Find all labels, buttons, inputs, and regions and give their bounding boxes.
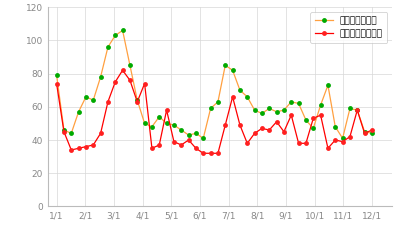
ディズニーシー [62, 129, 66, 132]
ディズニーランド [120, 69, 125, 72]
ディズニーランド [113, 80, 118, 83]
ディズニーランド [157, 144, 162, 146]
ディズニーシー [370, 132, 374, 135]
ディズニーシー [91, 99, 96, 102]
ディズニーランド [370, 129, 374, 132]
ディズニーシー [164, 122, 169, 125]
ディズニーランド [186, 138, 191, 141]
ディズニーランド [274, 120, 279, 123]
ディズニーシー [69, 132, 74, 135]
ディズニーシー [326, 84, 330, 87]
ディズニーシー [201, 137, 206, 140]
ディズニーシー [142, 122, 147, 125]
ディズニーランド [252, 132, 257, 135]
ディズニーランド [216, 152, 220, 155]
ディズニーシー [194, 132, 198, 135]
ディズニーランド [201, 152, 206, 155]
ディズニーシー [267, 107, 272, 110]
ディズニーシー [106, 46, 110, 48]
ディズニーシー [76, 110, 81, 113]
ディズニーランド [98, 132, 103, 135]
ディズニーランド [128, 79, 132, 82]
ディズニーシー [296, 102, 301, 105]
ディズニーランド [172, 140, 176, 143]
ディズニーシー [54, 74, 59, 77]
ディズニーランド [260, 127, 264, 130]
ディズニーランド [223, 124, 228, 126]
ディズニーシー [348, 107, 352, 110]
ディズニーシー [150, 125, 154, 128]
ディズニーランド [84, 145, 88, 148]
ディズニーシー [333, 125, 338, 128]
ディズニーランド [179, 144, 184, 146]
ディズニーシー [282, 109, 286, 112]
ディズニーシー [216, 100, 220, 103]
ディズニーシー [340, 137, 345, 140]
ディズニーシー [355, 109, 360, 112]
ディズニーシー [318, 104, 323, 107]
ディズニーランド [282, 130, 286, 133]
ディズニーランド [333, 138, 338, 141]
ディズニーシー [362, 130, 367, 133]
ディズニーランド [91, 144, 96, 146]
ディズニーランド [362, 132, 367, 135]
ディズニーシー [113, 34, 118, 37]
ディズニーランド [135, 100, 140, 103]
ディズニーシー [274, 110, 279, 113]
ディズニーランド [54, 82, 59, 85]
ディズニーランド [311, 117, 316, 120]
Legend: ディズニーシー, ディズニーランド: ディズニーシー, ディズニーランド [310, 12, 388, 43]
ディズニーシー [311, 127, 316, 130]
ディズニーシー [120, 29, 125, 32]
ディズニーシー [289, 100, 294, 103]
ディズニーランド [238, 124, 242, 126]
ディズニーシー [135, 99, 140, 102]
ディズニーシー [157, 115, 162, 118]
ディズニーシー [172, 124, 176, 126]
ディズニーシー [223, 64, 228, 67]
ディズニーランド [348, 135, 352, 138]
ディズニーランド [208, 152, 213, 155]
ディズニーランド [318, 114, 323, 117]
ディズニーシー [238, 89, 242, 92]
ディズニーランド [296, 142, 301, 145]
ディズニーシー [128, 64, 132, 67]
ディズニーシー [245, 95, 250, 98]
ディズニーランド [194, 147, 198, 150]
ディズニーランド [355, 109, 360, 112]
ディズニーシー [230, 69, 235, 72]
ディズニーランド [164, 109, 169, 112]
ディズニーシー [186, 134, 191, 137]
ディズニーシー [304, 119, 308, 121]
ディズニーランド [245, 142, 250, 145]
ディズニーランド [69, 149, 74, 151]
ディズニーランド [76, 147, 81, 150]
ディズニーランド [267, 129, 272, 132]
ディズニーシー [84, 95, 88, 98]
Line: ディズニーシー: ディズニーシー [54, 28, 374, 141]
ディズニーシー [179, 129, 184, 132]
ディズニーシー [98, 76, 103, 78]
ディズニーランド [230, 95, 235, 98]
ディズニーシー [252, 109, 257, 112]
ディズニーランド [340, 140, 345, 143]
ディズニーランド [326, 147, 330, 150]
ディズニーランド [289, 114, 294, 117]
ディズニーランド [106, 100, 110, 103]
Line: ディズニーランド: ディズニーランド [54, 68, 374, 156]
ディズニーシー [260, 112, 264, 115]
ディズニーシー [208, 107, 213, 110]
ディズニーランド [150, 147, 154, 150]
ディズニーランド [142, 82, 147, 85]
ディズニーランド [304, 142, 308, 145]
ディズニーランド [62, 130, 66, 133]
